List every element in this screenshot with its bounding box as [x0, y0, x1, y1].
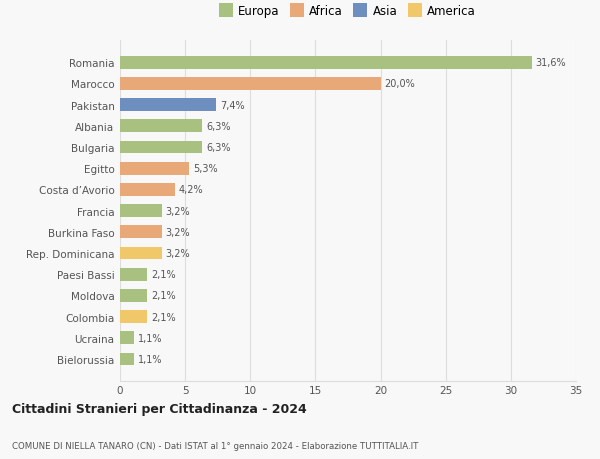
Text: 4,2%: 4,2%	[179, 185, 203, 195]
Bar	[120, 205, 161, 218]
Bar	[120, 99, 217, 112]
Text: 20,0%: 20,0%	[385, 79, 415, 89]
Text: 2,1%: 2,1%	[151, 291, 176, 301]
Bar	[120, 226, 161, 239]
Bar	[120, 311, 148, 323]
Text: 6,3%: 6,3%	[206, 143, 230, 153]
Text: 1,1%: 1,1%	[138, 354, 163, 364]
Bar	[120, 184, 175, 196]
Bar	[120, 289, 148, 302]
Text: 7,4%: 7,4%	[220, 101, 245, 110]
Text: 1,1%: 1,1%	[138, 333, 163, 343]
Bar	[120, 353, 134, 365]
Bar	[120, 247, 161, 260]
Text: 3,2%: 3,2%	[166, 206, 190, 216]
Bar	[120, 162, 189, 175]
Text: 5,3%: 5,3%	[193, 164, 218, 174]
Text: COMUNE DI NIELLA TANARO (CN) - Dati ISTAT al 1° gennaio 2024 - Elaborazione TUTT: COMUNE DI NIELLA TANARO (CN) - Dati ISTA…	[12, 441, 418, 450]
Text: Cittadini Stranieri per Cittadinanza - 2024: Cittadini Stranieri per Cittadinanza - 2…	[12, 403, 307, 415]
Text: 3,2%: 3,2%	[166, 248, 190, 258]
Bar	[120, 78, 380, 90]
Bar	[120, 120, 202, 133]
Bar	[120, 268, 148, 281]
Bar	[120, 332, 134, 344]
Text: 31,6%: 31,6%	[536, 58, 566, 68]
Text: 2,1%: 2,1%	[151, 269, 176, 280]
Text: 2,1%: 2,1%	[151, 312, 176, 322]
Bar	[120, 57, 532, 69]
Text: 3,2%: 3,2%	[166, 227, 190, 237]
Bar	[120, 141, 202, 154]
Legend: Europa, Africa, Asia, America: Europa, Africa, Asia, America	[218, 3, 478, 21]
Text: 6,3%: 6,3%	[206, 122, 230, 132]
